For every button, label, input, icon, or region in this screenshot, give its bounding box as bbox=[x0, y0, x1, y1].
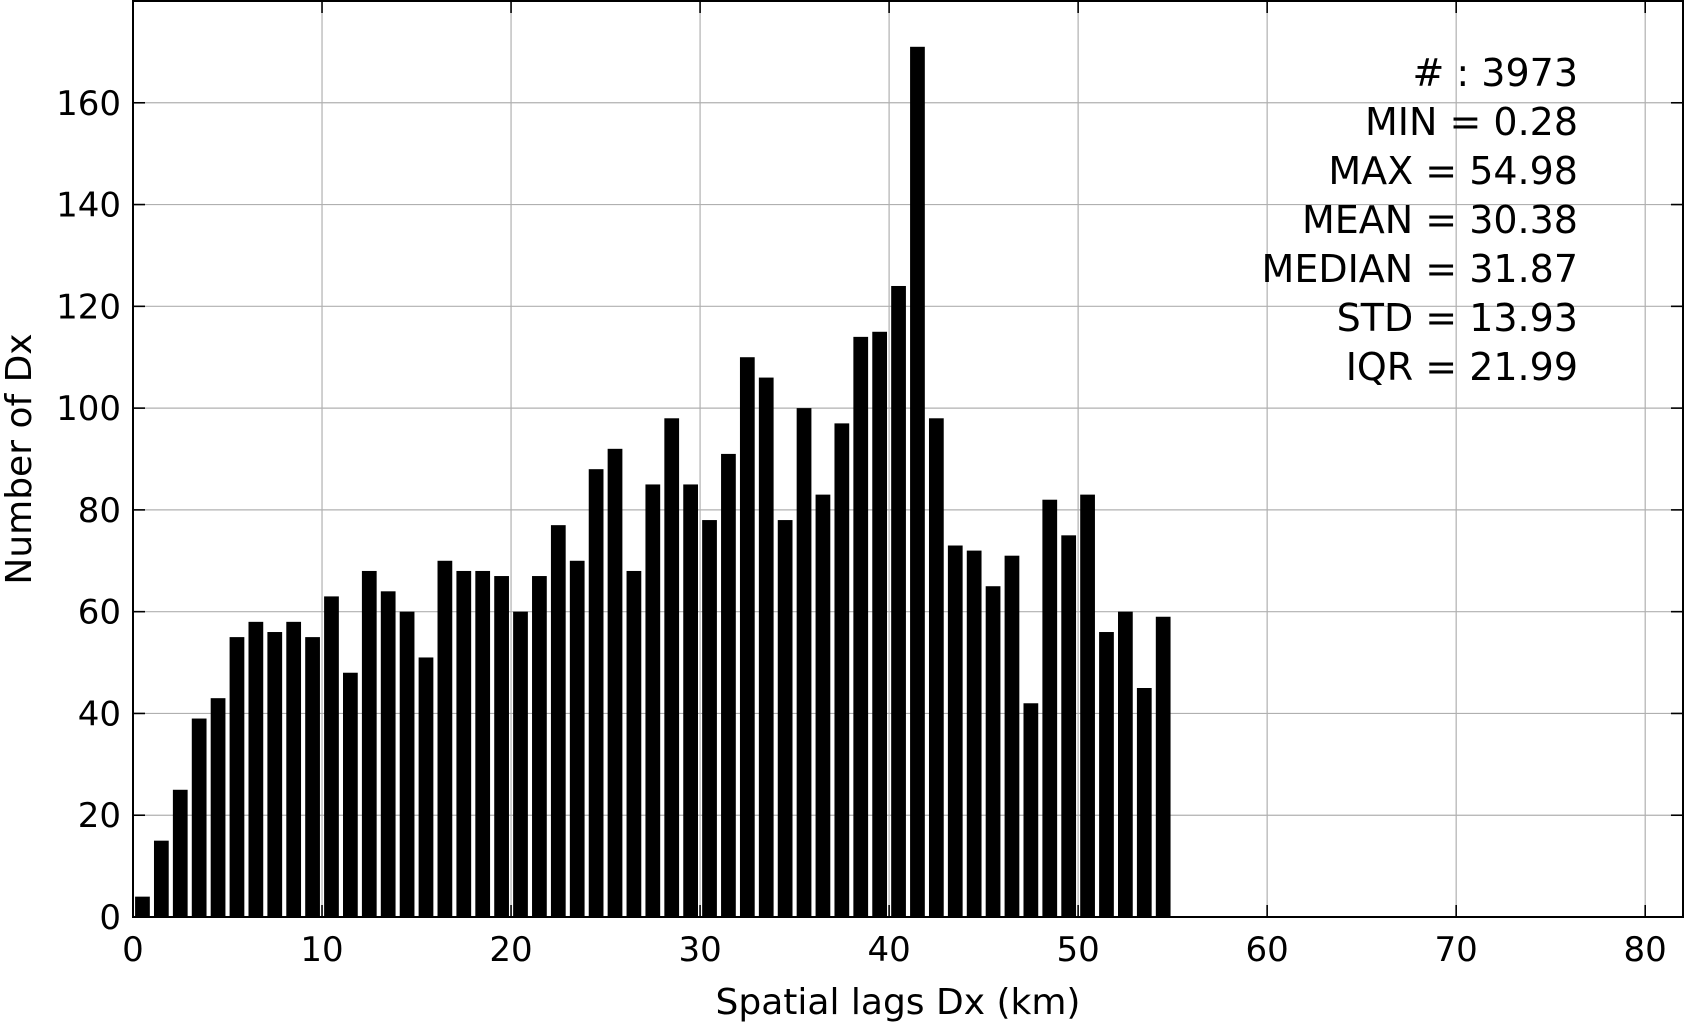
y-tick-label: 0 bbox=[99, 898, 121, 938]
histogram-bar bbox=[702, 520, 717, 917]
x-axis-title: Spatial lags Dx (km) bbox=[716, 982, 1081, 1023]
histogram-bar bbox=[739, 357, 755, 917]
histogram-bar bbox=[475, 570, 491, 917]
histogram-bar bbox=[1080, 494, 1095, 917]
histogram-bar bbox=[248, 621, 264, 917]
y-tick-label: 100 bbox=[56, 389, 121, 429]
x-tick-label: 40 bbox=[867, 930, 910, 970]
histogram-bar bbox=[853, 336, 869, 917]
histogram-bar bbox=[343, 672, 358, 917]
histogram-bar bbox=[796, 408, 812, 917]
y-tick-label: 40 bbox=[78, 694, 121, 734]
histogram-bar bbox=[1061, 535, 1077, 917]
x-tick-label: 70 bbox=[1435, 930, 1478, 970]
histogram-bar bbox=[1099, 632, 1114, 917]
y-tick-label: 20 bbox=[78, 796, 121, 836]
histogram-bar bbox=[834, 423, 850, 917]
histogram-bar bbox=[1136, 688, 1152, 917]
x-tick-label: 0 bbox=[122, 930, 144, 970]
stat-line: MAX = 54.98 bbox=[1328, 149, 1578, 193]
y-axis-title: Number of Dx bbox=[0, 333, 40, 584]
histogram-bar bbox=[777, 520, 793, 917]
x-tick-label: 80 bbox=[1624, 930, 1667, 970]
histogram-bar bbox=[437, 560, 453, 917]
histogram-bars bbox=[135, 46, 1171, 918]
x-tick-label: 10 bbox=[300, 930, 343, 970]
histogram-bar bbox=[1042, 499, 1058, 917]
plot-frame bbox=[132, 0, 1684, 918]
x-tick-label: 20 bbox=[489, 930, 532, 970]
x-tick-label: 60 bbox=[1246, 930, 1289, 970]
x-tick-labels: 0 10 20 30 40 50 60 70 80 bbox=[122, 930, 1667, 970]
y-tick-labels: 0 20 40 60 80 100 120 140 160 bbox=[56, 84, 121, 938]
axis-ticks bbox=[132, 1, 1683, 918]
histogram-bar bbox=[569, 560, 585, 917]
histogram-bar bbox=[985, 586, 1001, 917]
histogram-bar bbox=[1023, 703, 1039, 917]
y-tick-label: 120 bbox=[56, 287, 121, 327]
histogram-bar bbox=[588, 469, 604, 917]
y-tick-label: 140 bbox=[56, 186, 121, 226]
histogram-bar bbox=[683, 484, 698, 917]
histogram-bar bbox=[172, 789, 188, 917]
histogram-bar bbox=[513, 611, 528, 917]
histogram-bar bbox=[305, 637, 320, 917]
histogram-bar bbox=[153, 840, 169, 917]
histogram-bar bbox=[135, 896, 150, 917]
histogram-bar bbox=[626, 570, 642, 917]
y-tick-label: 160 bbox=[56, 84, 121, 124]
y-tick-label: 80 bbox=[78, 491, 121, 531]
stat-line: MIN = 0.28 bbox=[1365, 100, 1578, 144]
histogram-bar bbox=[758, 377, 774, 918]
histogram-bar bbox=[456, 570, 472, 917]
histogram-bar bbox=[229, 637, 245, 917]
histogram-bar bbox=[494, 576, 509, 917]
histogram-bar bbox=[550, 525, 566, 917]
stat-line: MEDIAN = 31.87 bbox=[1262, 247, 1578, 291]
histogram-bar bbox=[721, 453, 736, 917]
histogram-bar bbox=[947, 545, 963, 917]
histogram-bar bbox=[872, 331, 888, 917]
histogram-bar bbox=[966, 550, 982, 917]
histogram-bar bbox=[324, 596, 339, 917]
stat-line: IQR = 21.99 bbox=[1346, 345, 1578, 389]
stat-line: STD = 13.93 bbox=[1337, 296, 1578, 340]
histogram-bar bbox=[286, 621, 302, 917]
histogram-bar bbox=[664, 418, 680, 917]
histogram-bar bbox=[1004, 555, 1020, 917]
histogram-bar bbox=[210, 698, 226, 917]
histogram-bar bbox=[361, 570, 377, 917]
histogram-bar bbox=[607, 448, 623, 917]
histogram-bar bbox=[267, 632, 283, 917]
stats-annotation: # : 3973 MIN = 0.28 MAX = 54.98 MEAN = 30.3… bbox=[1262, 51, 1578, 389]
histogram-bar bbox=[1155, 616, 1171, 917]
histogram-bar bbox=[532, 576, 547, 917]
histogram-bar bbox=[399, 611, 415, 917]
x-tick-label: 30 bbox=[678, 930, 721, 970]
histogram-bar bbox=[815, 494, 831, 917]
stat-line: # : 3973 bbox=[1412, 51, 1578, 95]
histogram-bar bbox=[380, 591, 396, 917]
histogram-bar bbox=[891, 285, 906, 917]
histogram-bar bbox=[928, 418, 944, 917]
stat-line: MEAN = 30.38 bbox=[1302, 198, 1578, 242]
histogram-bar bbox=[645, 484, 661, 917]
x-tick-label: 50 bbox=[1056, 930, 1099, 970]
histogram-bar bbox=[910, 46, 925, 918]
histogram-bar bbox=[418, 657, 434, 917]
y-tick-label: 60 bbox=[78, 593, 121, 633]
histogram-bar bbox=[1118, 611, 1133, 917]
histogram-bar bbox=[191, 718, 207, 917]
